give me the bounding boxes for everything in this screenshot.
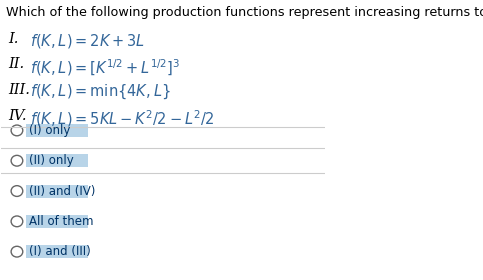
Text: (I) and (III): (I) and (III) — [29, 245, 91, 258]
FancyBboxPatch shape — [27, 185, 88, 197]
Text: Which of the following production functions represent increasing returns to scal: Which of the following production functi… — [6, 6, 483, 19]
FancyBboxPatch shape — [27, 124, 88, 137]
Text: $f(K,L) = \left[K^{1/2} + L^{1/2}\right]^{3}$: $f(K,L) = \left[K^{1/2} + L^{1/2}\right]… — [30, 57, 180, 78]
Text: II.: II. — [9, 57, 25, 71]
Text: $f(K,L) = 2K + 3L$: $f(K,L) = 2K + 3L$ — [30, 32, 145, 50]
Text: IV.: IV. — [9, 109, 27, 123]
Text: $f(K,L) = 5KL - K^{2}/2 - L^{2}/2$: $f(K,L) = 5KL - K^{2}/2 - L^{2}/2$ — [30, 109, 214, 129]
FancyBboxPatch shape — [27, 215, 88, 228]
Text: (II) only: (II) only — [29, 154, 74, 167]
Text: III.: III. — [9, 83, 30, 97]
FancyBboxPatch shape — [27, 245, 88, 258]
Text: All of them: All of them — [29, 215, 93, 228]
Text: (I) only: (I) only — [29, 124, 71, 137]
Text: I.: I. — [9, 32, 19, 46]
FancyBboxPatch shape — [27, 154, 88, 167]
Text: (II) and (IV): (II) and (IV) — [29, 185, 95, 197]
Text: $f(K,L) = \min\{4K, L\}$: $f(K,L) = \min\{4K, L\}$ — [30, 83, 170, 101]
